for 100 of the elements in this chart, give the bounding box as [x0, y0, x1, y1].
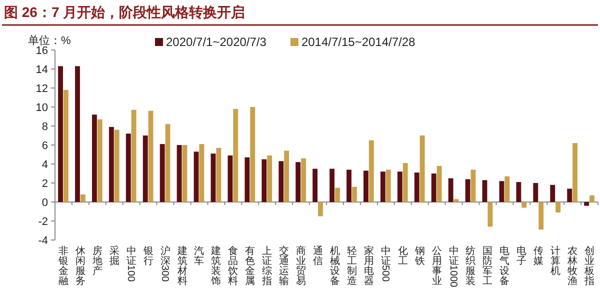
x-tick-label: 建筑材料: [176, 245, 188, 287]
y-tick-label: 14: [36, 64, 48, 76]
text: 单位：%: [28, 34, 71, 47]
bar: [533, 183, 538, 202]
bar: [216, 148, 222, 202]
y-tick-label: 8: [42, 121, 48, 133]
x-tick-label: 化工: [398, 245, 408, 267]
bar: [131, 110, 136, 202]
x-tick-label: 有色金属: [245, 245, 256, 287]
bar: [522, 202, 527, 208]
bar: [296, 162, 301, 202]
bar: [556, 202, 561, 212]
bar: [482, 180, 488, 202]
x-tick-label: 轻工制造: [346, 245, 357, 287]
x-tick-label: 食品饮料: [227, 245, 238, 287]
y-tick-label: -4: [38, 235, 48, 247]
bar: [431, 174, 436, 202]
bar: [363, 170, 368, 202]
bar: [160, 144, 165, 202]
bar: [470, 170, 476, 202]
x-tick-label: 房地产: [91, 245, 102, 277]
bar: [504, 176, 510, 202]
bar: [176, 145, 182, 202]
bar: [278, 161, 284, 202]
x-tick-label: 建筑装饰: [210, 245, 222, 287]
bar: [194, 152, 199, 202]
bar: [516, 182, 522, 202]
bar: [80, 194, 86, 202]
bar: [346, 170, 352, 202]
y-tick-label: 4: [42, 159, 48, 171]
x-tick-label: 计算机: [550, 245, 561, 277]
x-tick-label: 银行: [142, 246, 154, 267]
x-tick-label: 中证1000: [447, 245, 459, 288]
x-tick-label: 传媒: [534, 246, 544, 267]
x-tick-label: 中证500: [379, 245, 391, 282]
y-tick-label: 0: [42, 197, 48, 209]
x-tick-label: 中证100: [124, 245, 136, 282]
x-tick-label: 沪深300: [158, 245, 170, 282]
bar: [182, 145, 188, 202]
bar: [126, 134, 131, 202]
y-tick-label: 10: [36, 102, 48, 114]
bar: [284, 150, 290, 202]
bar: [142, 136, 148, 202]
bar: [148, 110, 154, 202]
bar: [318, 202, 323, 216]
legend-label: 2020/7/1~2020/7/3: [166, 35, 267, 49]
bar: [414, 172, 420, 202]
bar: [454, 199, 459, 202]
bar: [352, 186, 357, 202]
bar: [584, 202, 590, 206]
x-tick-label: 家用电器: [364, 245, 374, 287]
x-tick-label: 汽车: [194, 245, 204, 267]
x-tick-label: 农林牧渔: [566, 246, 578, 287]
bar: [572, 143, 578, 202]
chart-title: 图 26：7 月开始，阶段性风格转换开启: [4, 4, 246, 20]
x-tick-label: 公用事业: [432, 245, 442, 287]
legend-label: 2014/7/15~2014/7/28: [301, 35, 416, 49]
x-tick-label: 非银金融: [57, 245, 68, 287]
bar: [114, 130, 120, 202]
bar: [97, 119, 102, 202]
bar: [590, 195, 594, 202]
y-tick-label: 16: [36, 45, 48, 57]
bar: [397, 172, 402, 202]
bar: [228, 155, 233, 202]
bar: [267, 155, 272, 202]
x-tick-label: 休闲服务: [75, 246, 86, 287]
bar: [488, 202, 493, 227]
bar: [368, 140, 374, 202]
x-tick-label: 采掘: [109, 245, 120, 267]
bar: [165, 124, 170, 202]
bar: [108, 126, 114, 202]
bar: [334, 188, 340, 202]
x-tick-label: 机械设备: [330, 245, 340, 287]
bar: [92, 114, 97, 202]
bar: [250, 107, 256, 202]
bar: [199, 144, 204, 202]
x-tick-label: 纺织服装: [466, 245, 476, 287]
bar: [499, 181, 504, 202]
bar: [538, 202, 544, 230]
bar: [75, 66, 80, 202]
x-tick-label: 国防军工: [482, 246, 493, 287]
y-tick-label: -2: [38, 216, 48, 228]
x-tick-label: 电气设备: [500, 245, 510, 287]
bar: [420, 136, 425, 202]
x-tick-label: 电子: [516, 245, 527, 267]
bar: [567, 188, 572, 202]
x-tick-label: 通信: [313, 245, 324, 267]
bar: [448, 178, 454, 202]
bar: [244, 157, 250, 202]
bar: [262, 159, 267, 202]
bar: [402, 163, 408, 202]
bar: [436, 166, 442, 202]
y-tick-label: 12: [36, 83, 48, 95]
y-tick-label: 2: [42, 178, 48, 190]
x-tick-label: 创业板指: [584, 245, 595, 287]
bar: [380, 172, 386, 202]
bar: [63, 90, 68, 202]
bar: [301, 158, 306, 202]
bar: [58, 66, 63, 202]
bar: [312, 168, 318, 202]
